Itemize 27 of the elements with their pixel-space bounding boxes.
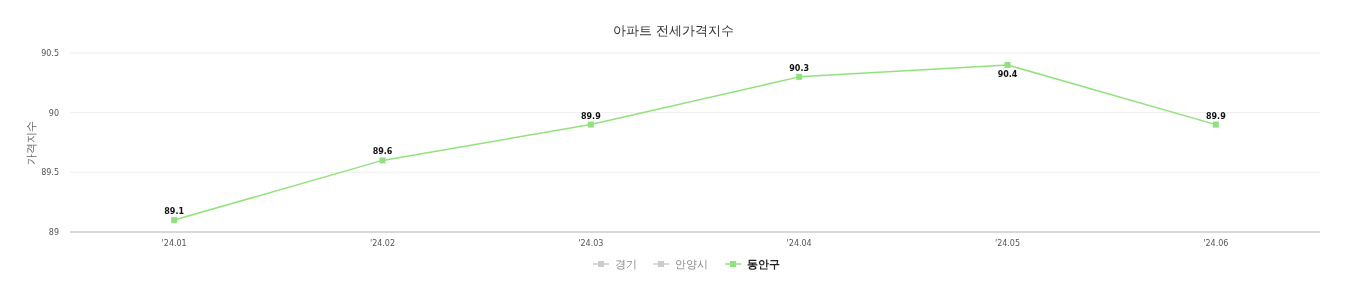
x-tick-label: '24.02 xyxy=(369,239,396,248)
data-label: 89.6 xyxy=(372,147,393,157)
y-axis-title: 가격지수 xyxy=(25,120,38,165)
legend-label: 안양시 xyxy=(675,258,708,271)
chart-title: 아파트 전세가격지수 xyxy=(612,23,735,38)
y-tick-label: 90.5 xyxy=(41,49,59,58)
point xyxy=(587,121,594,128)
x-tick-label: '24.03 xyxy=(578,239,604,248)
x-tick-label: '24.05 xyxy=(994,239,1021,248)
legend-label: 경기 xyxy=(615,258,637,271)
y-tick-label: 89 xyxy=(48,228,59,237)
x-tick-label: '24.06 xyxy=(1203,239,1229,248)
data-label: 90.3 xyxy=(789,63,810,73)
data-label: 89.1 xyxy=(164,207,185,217)
point xyxy=(1004,61,1011,68)
legend-label: 동안구 xyxy=(747,258,780,271)
point xyxy=(379,157,386,164)
x-tick-label: '24.04 xyxy=(786,239,812,248)
point xyxy=(1212,121,1219,128)
y-tick-label: 89.5 xyxy=(41,168,59,178)
y-tick-label: 90 xyxy=(48,108,59,118)
x-tick-label: '24.01 xyxy=(161,239,187,248)
data-label: 90.4 xyxy=(997,69,1018,79)
data-label: 89.9 xyxy=(580,111,602,121)
data-label: 89.9 xyxy=(1205,111,1227,121)
point xyxy=(796,73,803,80)
point xyxy=(171,217,178,224)
